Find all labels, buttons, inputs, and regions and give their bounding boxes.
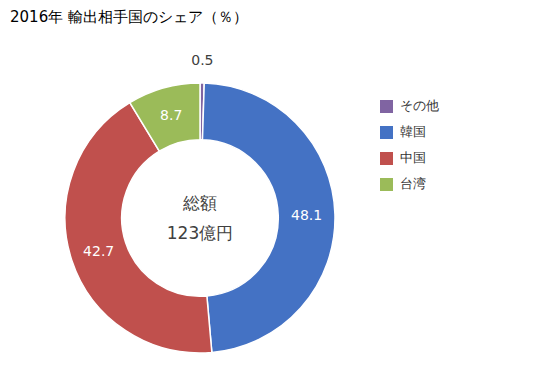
legend-label: 台湾 xyxy=(400,176,426,191)
data-label: 42.7 xyxy=(83,243,114,259)
legend-label: 韓国 xyxy=(400,124,426,139)
annotation: 123億円 xyxy=(167,223,233,243)
pie xyxy=(65,83,335,353)
data-labels: 0.5 48.1 42.7 8.7 xyxy=(83,52,322,259)
legend-item: 韓国 xyxy=(380,124,426,139)
legend-swatch xyxy=(380,152,393,165)
legend: その他韓国中国台湾 xyxy=(380,98,439,191)
legend-label: 中国 xyxy=(400,150,426,165)
legend-item: 中国 xyxy=(380,150,426,165)
title: 2016年 輸出相手国のシェア（％） xyxy=(10,8,248,26)
chart: 2016年 輸出相手国のシェア（％） 0.5 48.1 42.7 8.7 総額 123億円 そ… xyxy=(0,0,560,366)
annotation: 総額 xyxy=(182,193,217,213)
slice xyxy=(202,83,335,352)
legend-label: その他 xyxy=(400,98,439,113)
legend-item: その他 xyxy=(380,98,439,113)
slice xyxy=(130,83,200,151)
legend-swatch xyxy=(380,126,393,139)
data-label: 8.7 xyxy=(160,107,182,123)
data-label: 48.1 xyxy=(291,207,322,223)
legend-swatch xyxy=(380,100,393,113)
data-label: 0.5 xyxy=(191,52,213,68)
legend-item: 台湾 xyxy=(380,176,426,191)
legend-swatch xyxy=(380,178,393,191)
